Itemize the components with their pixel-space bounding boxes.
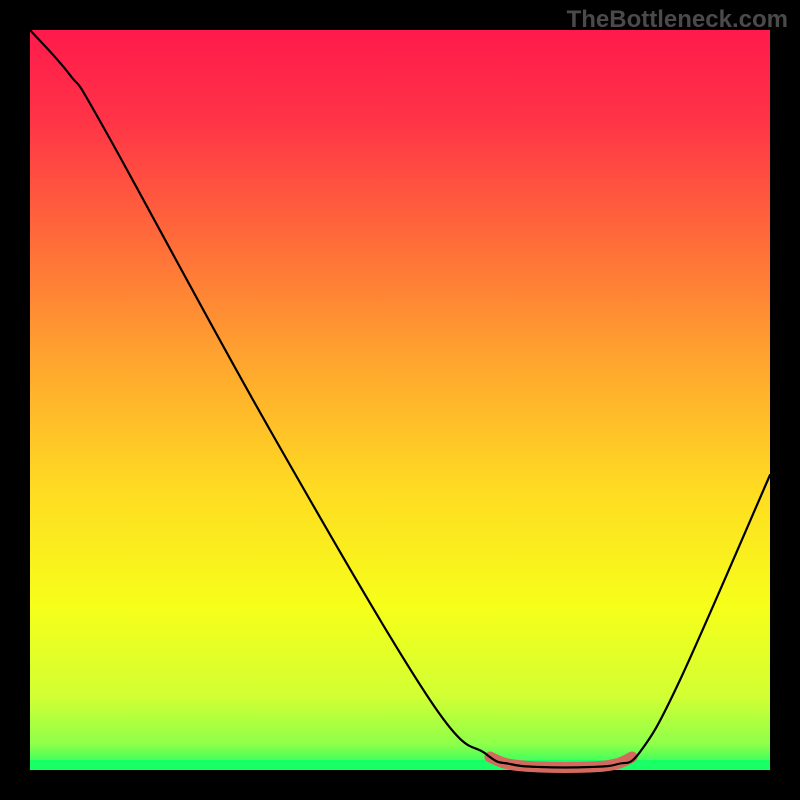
bottom-green-band — [30, 760, 770, 770]
chart-canvas: TheBottleneck.com — [0, 0, 800, 800]
chart-svg — [0, 0, 800, 800]
plot-area — [30, 30, 770, 770]
watermark-text: TheBottleneck.com — [567, 6, 788, 34]
